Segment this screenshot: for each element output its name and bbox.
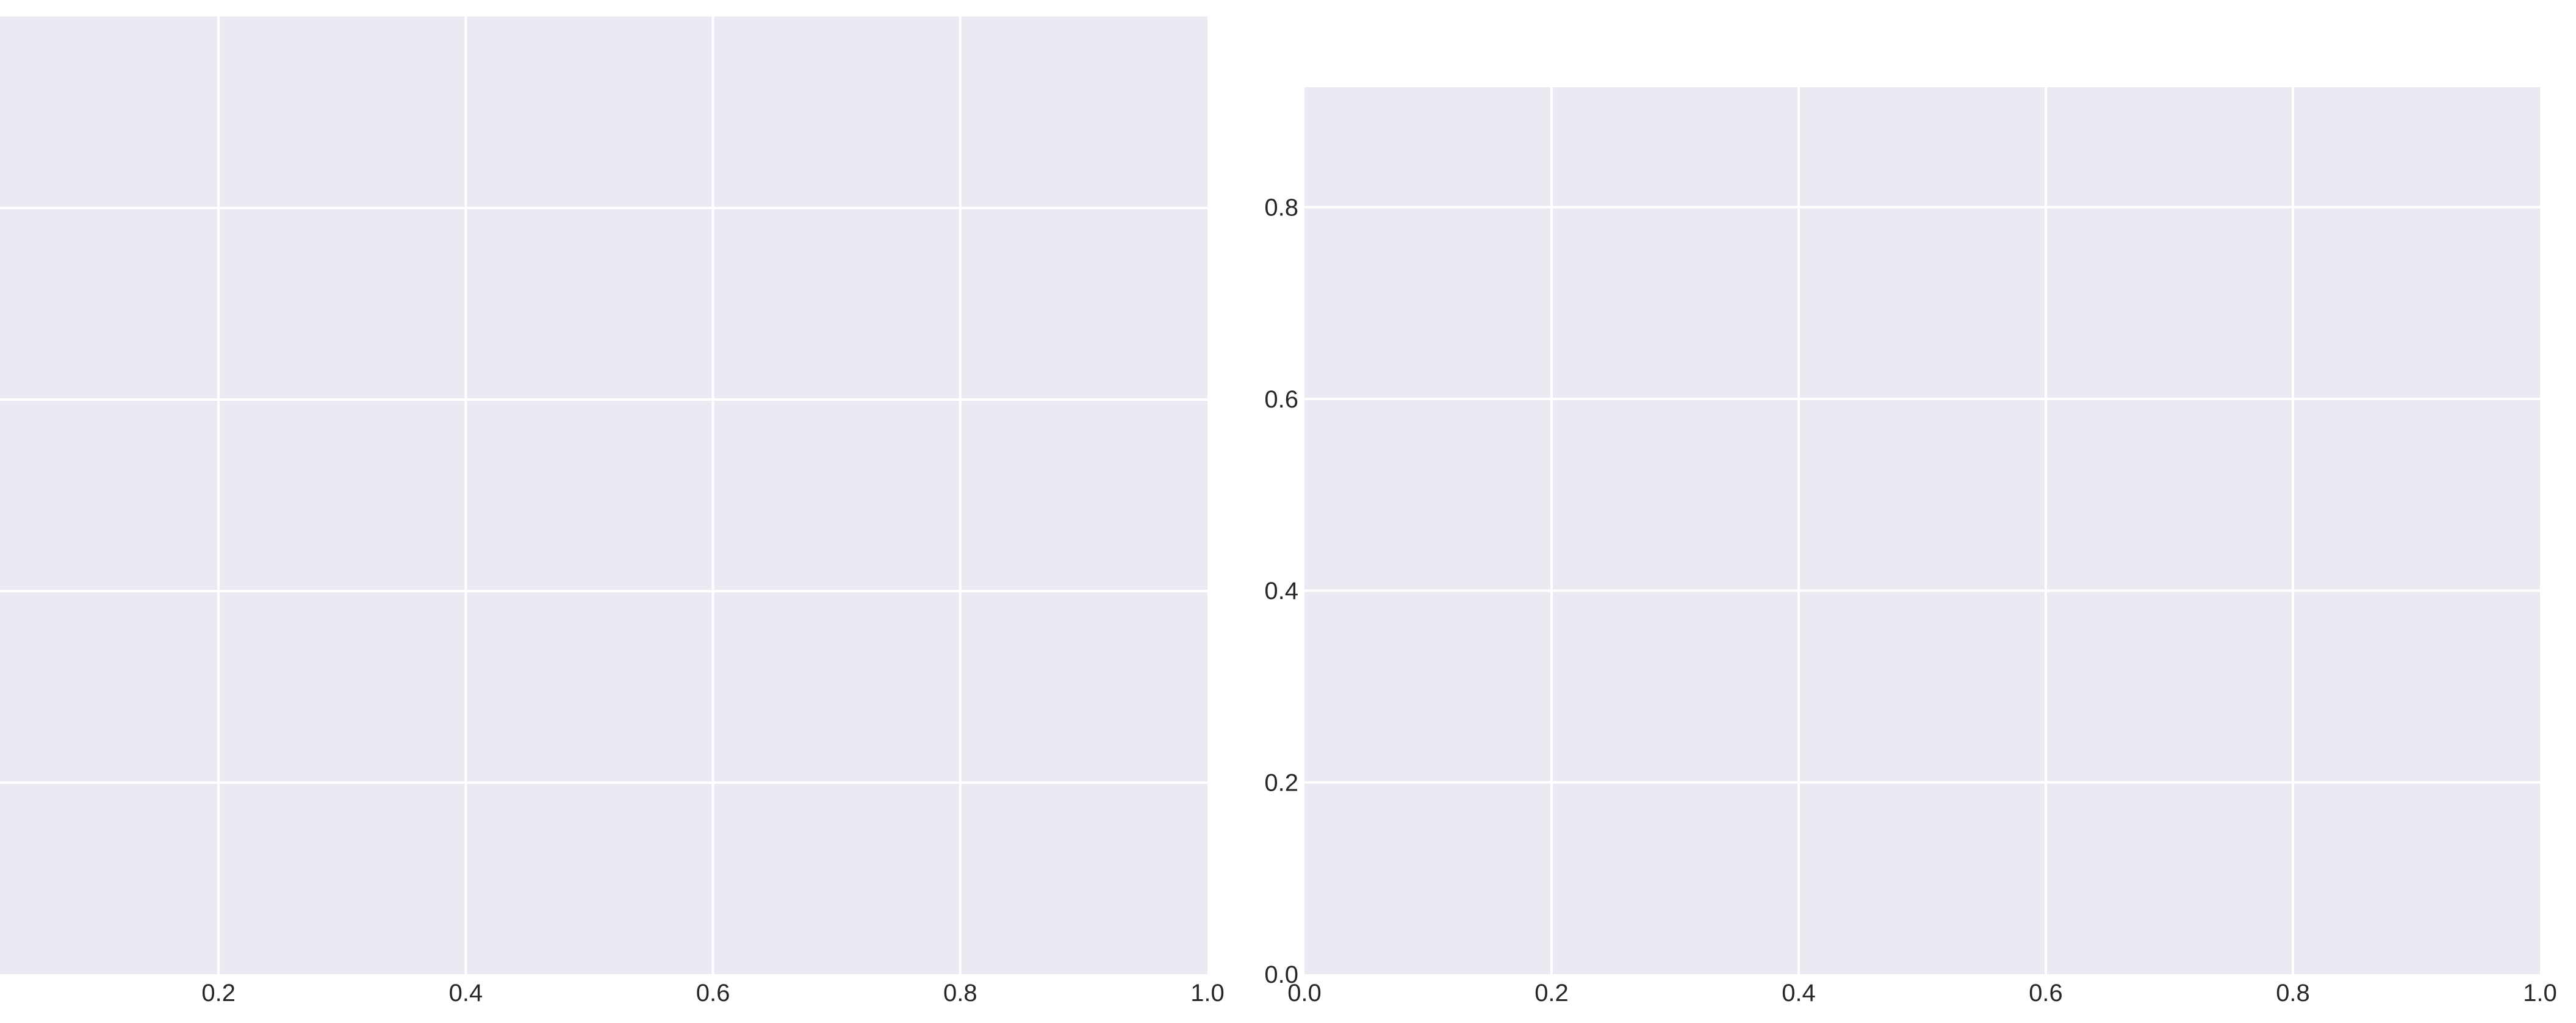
y-tick-label: 0.2 [1264, 770, 1298, 797]
y-tick-label: 0.6 [1264, 386, 1298, 413]
left-axes: 0.2 0.4 0.6 0.8 1.0 [0, 16, 1225, 1007]
x-tick-label: 0.0 [1287, 980, 1322, 1007]
right-axes: 0.0 0.2 0.4 0.6 0.8 1.0 0.0 0.2 0.4 0.6 0.8 [1264, 87, 2557, 1007]
y-tick-label: 0.0 [1264, 961, 1298, 988]
plot-background [1304, 87, 2540, 974]
x-tick-label: 0.2 [201, 980, 236, 1007]
x-tick-label: 0.6 [696, 980, 730, 1007]
x-tick-label: 0.4 [449, 980, 483, 1007]
x-tick-label: 0.4 [1782, 980, 1816, 1007]
x-tick-label: 0.6 [2029, 980, 2063, 1007]
x-tick-label: 0.2 [1534, 980, 1569, 1007]
y-tick-label: 0.4 [1264, 578, 1298, 605]
x-tick-label: 1.0 [2523, 980, 2557, 1007]
x-tick-label: 0.8 [943, 980, 977, 1007]
y-tick-label: 0.8 [1264, 194, 1298, 221]
x-tick-label: 0.8 [2276, 980, 2310, 1007]
plot-background [0, 16, 1207, 974]
x-tick-label: 1.0 [1190, 980, 1225, 1007]
